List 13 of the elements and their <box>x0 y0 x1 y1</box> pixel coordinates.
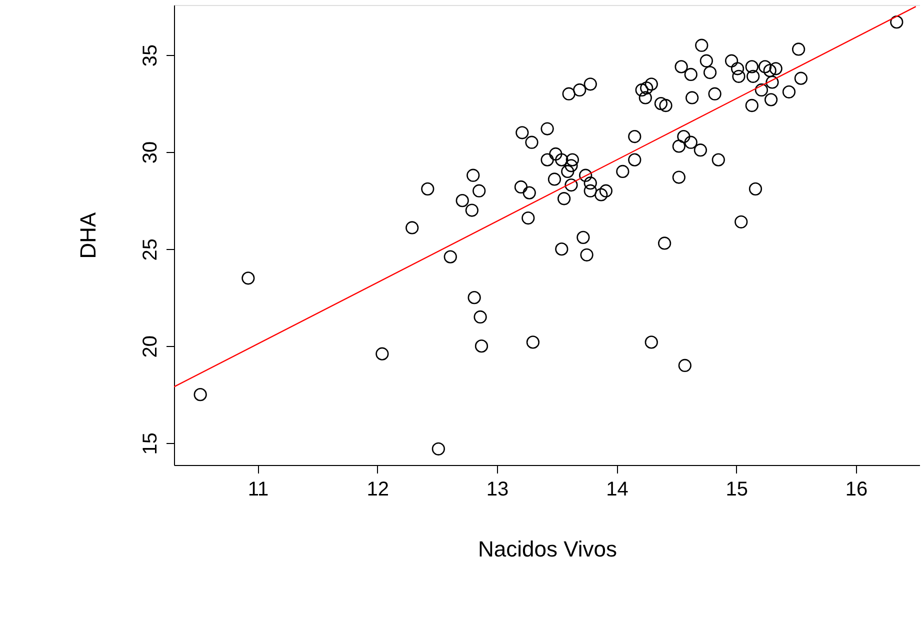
y-tick-label: 30 <box>140 141 162 164</box>
x-tick-label: 14 <box>606 478 628 500</box>
y-tick-label: 20 <box>140 335 162 358</box>
x-tick-label: 11 <box>248 478 269 500</box>
x-tick-label: 12 <box>366 478 390 500</box>
y-tick-label: 25 <box>140 238 162 261</box>
y-tick-label: 15 <box>140 432 162 455</box>
x-axis-title: Nacidos Vivos <box>478 536 617 562</box>
y-axis-title: DHA <box>76 212 100 259</box>
x-tick-label: 13 <box>486 478 509 500</box>
x-tick-label: 16 <box>845 478 868 500</box>
x-tick-label: 15 <box>726 478 748 500</box>
y-tick-label: 35 <box>140 44 162 67</box>
